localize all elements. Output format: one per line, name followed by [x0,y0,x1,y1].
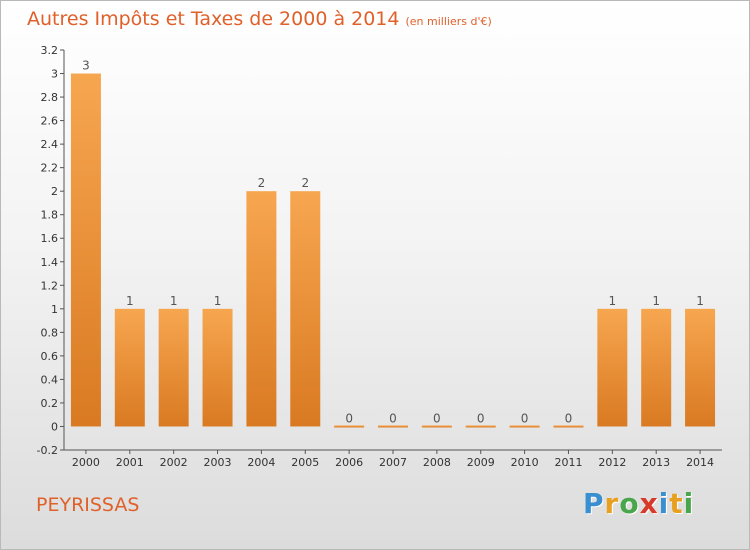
bar-value-label: 0 [521,411,529,425]
bar [378,425,408,428]
y-tick-label: 3.2 [41,44,59,57]
x-tick-label: 2005 [291,456,319,469]
bar [509,425,540,428]
y-tick-label: 0.2 [41,397,59,410]
y-tick-label: 1.2 [41,279,59,292]
logo-letter: o [619,487,640,520]
x-tick-label: 2009 [467,456,495,469]
bar-value-label: 3 [82,59,90,73]
y-tick-label: 1 [51,303,58,316]
bar-value-label: 1 [652,294,660,308]
x-tick-label: 2012 [598,456,626,469]
x-tick-label: 2010 [511,456,539,469]
logo-letter: i [683,487,695,520]
bar-value-label: 0 [433,411,441,425]
bar-value-label: 0 [389,411,397,425]
place-name: PEYRISSAS [36,494,140,516]
bar-value-label: 2 [258,176,266,190]
y-tick-label: 2.4 [41,138,59,151]
y-tick-label: 3 [51,68,58,81]
y-tick-label: 0.6 [41,350,59,363]
y-tick-label: 1.4 [41,256,59,269]
logo-letter: t [669,487,684,520]
x-tick-label: 2004 [247,456,275,469]
y-tick-label: 2 [51,185,58,198]
x-tick-label: 2008 [423,456,451,469]
chart-title-main: Autres Impôts et Taxes de 2000 à 2014 [27,8,400,30]
chart-axes: -0.2 0 0.2 0.4 0.6 0.8 1 1.2 1.4 1.6 1.8 2 2.2 2.4 2.6… [37,44,722,469]
x-tick-label: 2014 [686,456,714,469]
y-tick-label: 2.2 [41,162,59,175]
y-tick-label: 1.8 [41,209,59,222]
chart-title-unit: (en milliers d'€) [405,15,492,28]
logo-letter: r [604,487,620,520]
bar [421,425,452,428]
logo-letter: i [658,487,670,520]
bar-value-label: 1 [126,294,134,308]
y-tick-label: 0.8 [41,326,59,339]
x-tick-label: 2000 [72,456,100,469]
bar [158,308,189,427]
bar-value-label: 0 [565,411,573,425]
bar [70,73,101,427]
bar [290,191,321,427]
y-tick-label: -0.2 [37,444,58,457]
bar [597,308,628,427]
logo-letter: x [639,487,659,520]
bar [685,308,716,427]
y-tick-label: 1.6 [41,232,59,245]
chart-title: Autres Impôts et Taxes de 2000 à 2014 (en… [27,8,492,30]
y-tick-label: 2.6 [41,115,59,128]
y-tick-label: 0.4 [41,373,59,386]
x-tick-label: 2003 [204,456,232,469]
bar-value-label: 1 [609,294,617,308]
bar-value-label: 0 [477,411,485,425]
y-tick-label: 0 [51,420,58,433]
logo-letter: P [583,487,605,520]
y-tick-label: 2.8 [41,91,59,104]
bar-value-label: 1 [170,294,178,308]
x-tick-label: 2011 [554,456,582,469]
bar [114,308,145,427]
x-tick-label: 2013 [642,456,670,469]
bar-value-label: 2 [301,176,309,190]
bar-value-label: 0 [345,411,353,425]
bar-value-label: 1 [214,294,222,308]
bar-value-label: 1 [696,294,704,308]
bar [334,425,365,428]
bar [246,191,277,427]
bar [465,425,496,428]
proxiti-logo: Proxiti [583,487,694,520]
chart-bars: 3 1 1 1 2 2 0 0 0 0 0 0 1 1 1 [70,59,716,428]
x-tick-label: 2007 [379,456,407,469]
bar [641,308,672,427]
x-tick-label: 2002 [160,456,188,469]
x-tick-label: 2001 [116,456,144,469]
bar [202,308,233,427]
x-tick-label: 2006 [335,456,363,469]
bar [553,425,584,428]
